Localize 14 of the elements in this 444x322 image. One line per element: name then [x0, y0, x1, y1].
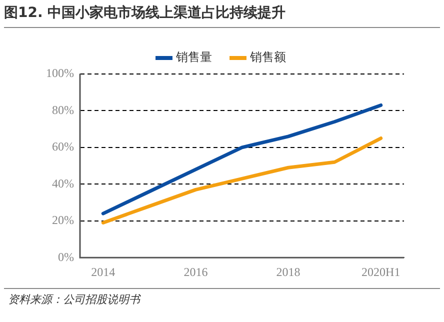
- x-tick-label: 2016: [184, 264, 208, 279]
- y-tick-label: 40%: [52, 176, 74, 190]
- legend-label: 销售量: [175, 50, 212, 64]
- y-tick-label: 100%: [46, 66, 74, 80]
- legend-label: 销售额: [249, 50, 286, 64]
- x-tick-label: 2014: [91, 264, 116, 279]
- y-tick-label: 80%: [52, 102, 74, 117]
- y-tick-label: 60%: [52, 140, 74, 154]
- y-tick-label: 20%: [52, 213, 74, 228]
- x-tick-label: 2018: [276, 264, 300, 279]
- chart-title: 图12. 中国小家电市场线上渠道占比持续提升: [4, 4, 286, 22]
- text: 资料来源：公司招股说明书: [8, 292, 140, 307]
- y-tick-label: 0%: [58, 250, 74, 264]
- x-tick-label: 2020H1: [362, 264, 400, 279]
